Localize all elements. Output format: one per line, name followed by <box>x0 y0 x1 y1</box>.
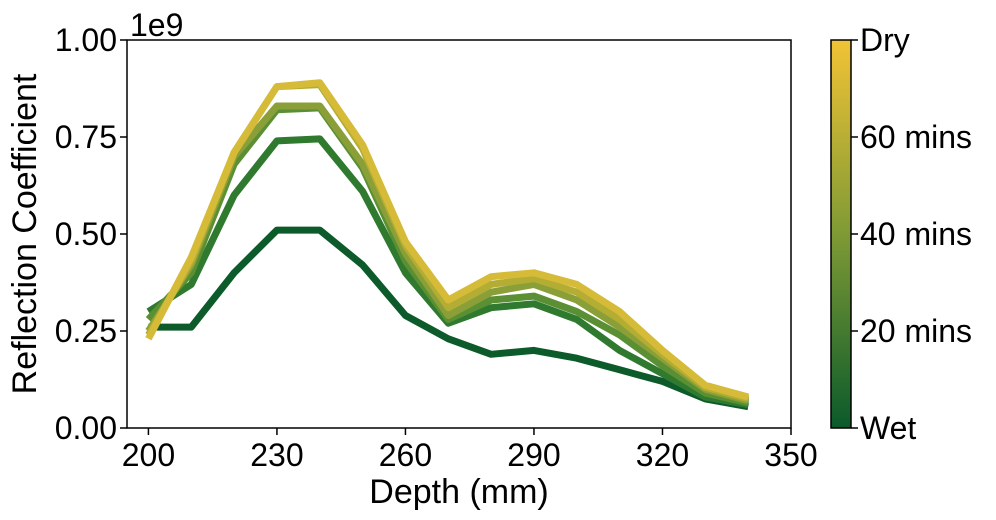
plot-area: 200 230 260 290 320 350 0.00 0.25 0.50 0.75 1.00 <box>55 22 818 473</box>
y-tick-label: 0.50 <box>55 216 117 252</box>
series-line-1 <box>146 135 749 409</box>
series-line-0 <box>148 226 749 411</box>
y-tick-label: 1.00 <box>55 22 117 58</box>
colorbar-gradient <box>830 39 852 429</box>
series-line-2 <box>145 104 749 407</box>
series-line-4 <box>145 81 750 403</box>
x-tick-label: 260 <box>379 437 432 473</box>
x-tick-label: 200 <box>122 437 175 473</box>
colorbar-tick-label: 60 mins <box>860 119 972 155</box>
colorbar: Wet 20 mins 40 mins 60 mins Dry <box>830 22 972 446</box>
x-axis-label: Depth (mm) <box>369 473 548 511</box>
y-offset-label: 1e9 <box>130 7 183 43</box>
x-axis-ticks: 200 230 260 290 320 350 <box>122 428 818 473</box>
x-tick-label: 290 <box>507 437 560 473</box>
colorbar-ticks: Wet 20 mins 40 mins 60 mins Dry <box>851 22 972 446</box>
series-group <box>145 79 750 411</box>
colorbar-tick-label: Dry <box>860 22 910 58</box>
x-tick-label: 230 <box>250 437 303 473</box>
y-axis-label: Reflection Coefficient <box>6 73 44 394</box>
series-line-5 <box>145 79 750 401</box>
colorbar-tick-label: 40 mins <box>860 216 972 252</box>
y-tick-label: 0.25 <box>55 313 117 349</box>
colorbar-tick-label: 20 mins <box>860 313 972 349</box>
y-axis-ticks: 0.00 0.25 0.50 0.75 1.00 <box>55 22 127 446</box>
colorbar-tick-label: Wet <box>860 410 916 446</box>
x-tick-label: 320 <box>636 437 689 473</box>
x-tick-label: 350 <box>764 437 817 473</box>
series-line-3 <box>145 102 750 405</box>
y-tick-label: 0.75 <box>55 119 117 155</box>
y-tick-label: 0.00 <box>55 410 117 446</box>
